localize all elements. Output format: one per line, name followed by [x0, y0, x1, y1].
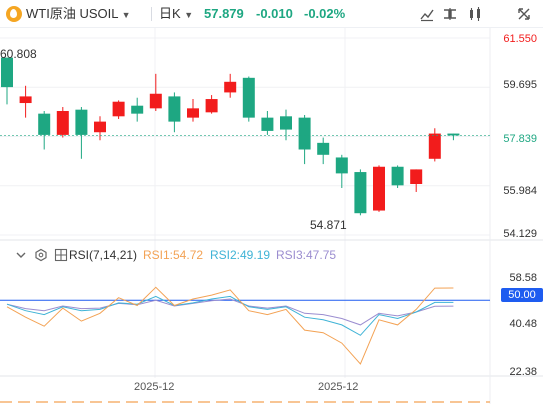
collapse-icon[interactable]: [14, 248, 28, 262]
compare-icon[interactable]: [441, 5, 459, 23]
x-axis-label: 2025-12: [134, 381, 175, 393]
candle-body: [224, 81, 237, 93]
symbol-name: WTI原油: [26, 6, 76, 21]
price-axis-label: 54.129: [503, 228, 537, 240]
rsi-axis-label: 22.38: [509, 366, 537, 378]
chart-canvas[interactable]: [0, 28, 543, 404]
candle-body: [168, 96, 181, 122]
chevron-down-icon: ▼: [121, 10, 131, 20]
current-price-label: 57.839: [503, 133, 537, 145]
fullscreen-icon[interactable]: [515, 5, 533, 23]
candle-body: [19, 96, 32, 104]
rsi3-line: [6, 298, 454, 326]
candle-body: [94, 121, 106, 133]
indicator-grid-icon[interactable]: [54, 248, 68, 262]
indicator-icon[interactable]: [466, 5, 484, 23]
last-price: 57.879: [204, 6, 244, 21]
candle-body: [335, 157, 348, 174]
candle-body: [280, 116, 292, 130]
candle-body: [1, 57, 13, 88]
x-axis-label: 2025-12: [318, 381, 359, 393]
price-axis-label: 55.984: [503, 185, 537, 197]
candle-body: [261, 117, 274, 131]
candle-body: [317, 142, 330, 155]
divider: [151, 7, 152, 21]
rsi-midline-badge: 50.00: [501, 288, 543, 302]
candle-body: [447, 133, 460, 136]
rsi2-line: [6, 295, 454, 336]
rsi-axis-label: 40.48: [509, 318, 537, 330]
candle-body: [131, 105, 144, 114]
candle-body: [391, 166, 404, 186]
line-chart-icon[interactable]: [418, 5, 436, 23]
price-axis-label: 59.695: [503, 79, 537, 91]
candle-body: [373, 166, 385, 211]
candle-body: [205, 99, 218, 113]
price-change-pct: -0.02%: [304, 6, 346, 21]
rsi2-value: RSI2:49.19: [210, 248, 271, 262]
candle-body: [112, 101, 125, 117]
candle-body: [242, 77, 255, 118]
rsi1-line: [6, 286, 454, 365]
high-price-annotation: 60.808: [0, 47, 37, 61]
candle-body: [298, 117, 311, 150]
period-label: 日K: [159, 6, 181, 21]
candle-body: [354, 172, 367, 214]
chevron-down-icon: ▼: [184, 10, 194, 20]
rsi-axis-label: 58.58: [509, 272, 537, 284]
low-price-annotation: 54.871: [310, 218, 347, 232]
symbol-selector[interactable]: WTI原油 USOIL ▼: [26, 5, 131, 24]
symbol-header: WTI原油 USOIL ▼ 日K ▼ 57.879 -0.010 -0.02%: [0, 0, 543, 28]
candle-body: [56, 111, 69, 135]
rsi-legend: RSI(7,14,21) RSI1:54.72 RSI2:49.19 RSI3:…: [0, 246, 543, 264]
candle-body: [428, 133, 441, 159]
candle-body: [410, 169, 423, 185]
rsi3-value: RSI3:47.75: [276, 248, 337, 262]
candle-body: [149, 93, 162, 109]
settings-hexagon-icon[interactable]: [34, 248, 48, 262]
oil-drop-icon: [6, 6, 22, 22]
symbol-code: USOIL: [79, 6, 118, 21]
period-selector[interactable]: 日K ▼: [159, 5, 193, 24]
rsi1-value: RSI1:54.72: [143, 248, 204, 262]
candle-body: [38, 113, 51, 135]
price-axis-label: 61.550: [503, 33, 537, 45]
price-change: -0.010: [256, 6, 293, 21]
rsi-title: RSI(7,14,21): [69, 248, 138, 262]
candle-body: [187, 108, 199, 118]
candle-body: [75, 109, 88, 135]
